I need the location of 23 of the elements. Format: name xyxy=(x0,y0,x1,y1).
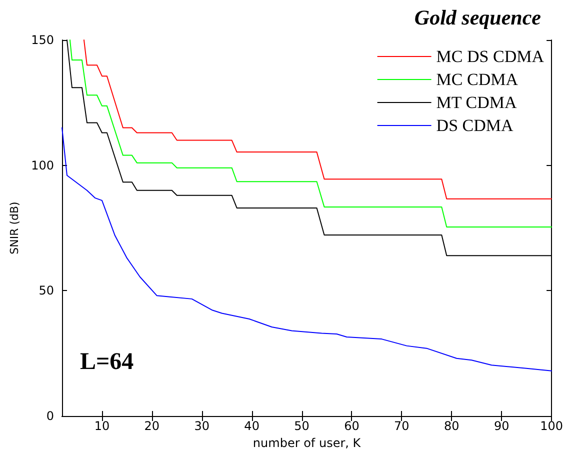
y-axis-title: SNIR (dB) xyxy=(8,202,22,254)
chart-title: Gold sequence xyxy=(414,6,542,30)
x-tick-label: 80 xyxy=(444,419,460,433)
legend-label: MT CDMA xyxy=(436,93,518,112)
line-series xyxy=(83,40,552,200)
y-tick-label: 150 xyxy=(31,33,54,47)
x-tick-label: 30 xyxy=(194,419,210,433)
x-tick-label: 60 xyxy=(344,419,360,433)
legend-label: DS CDMA xyxy=(436,116,514,135)
x-tick-label: 70 xyxy=(394,419,410,433)
y-tick-label: 0 xyxy=(46,409,54,423)
legend-label: MC CDMA xyxy=(436,70,519,89)
x-axis-title: number of user, K xyxy=(252,436,362,450)
x-tick-label: 20 xyxy=(144,419,160,433)
annotation: L=64 xyxy=(80,349,134,375)
x-tick-label: 90 xyxy=(494,419,510,433)
x-tick-label: 100 xyxy=(540,419,563,433)
y-tick-label: 100 xyxy=(31,158,54,172)
legend-label: MC DS CDMA xyxy=(436,47,545,66)
x-tick-label: 40 xyxy=(244,419,260,433)
x-tick-label: 10 xyxy=(94,419,110,433)
y-tick-label: 50 xyxy=(38,284,54,298)
x-tick-label: 50 xyxy=(294,419,310,433)
